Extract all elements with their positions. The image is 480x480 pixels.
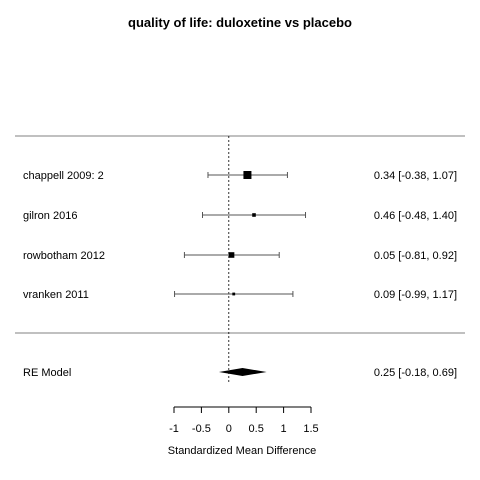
tick-label: 0.5 — [249, 423, 264, 435]
tick-label: 1.5 — [303, 423, 318, 435]
summary-row: RE Model 0.25 [-0.18, 0.69] — [23, 367, 457, 379]
study-row: gilron 2016 0.46 [-0.48, 1.40] — [23, 210, 457, 222]
x-axis: -1 -0.5 0 0.5 1 1.5 — [169, 406, 319, 435]
chart-title: quality of life: duloxetine vs placebo — [128, 15, 352, 30]
ci-text: 0.34 [-0.38, 1.07] — [374, 170, 457, 182]
study-label: chappell 2009: 2 — [23, 170, 104, 182]
study-label: gilron 2016 — [23, 210, 77, 222]
study-row: chappell 2009: 2 0.34 [-0.38, 1.07] — [23, 170, 457, 182]
summary-diamond — [218, 368, 267, 376]
tick-label: 0 — [226, 423, 232, 435]
tick-label: -0.5 — [192, 423, 211, 435]
summary-ci-text: 0.25 [-0.18, 0.69] — [374, 367, 457, 379]
point-estimate — [243, 171, 252, 179]
ci-text: 0.05 [-0.81, 0.92] — [374, 250, 457, 262]
point-estimate — [252, 213, 256, 217]
study-rows: chappell 2009: 2 0.34 [-0.38, 1.07] gilron… — [23, 170, 457, 301]
study-row: vranken 2011 0.09 [-0.99, 1.17] — [23, 289, 457, 301]
x-axis-label: Standardized Mean Difference — [168, 445, 316, 457]
study-row: rowbotham 2012 0.05 [-0.81, 0.92] — [23, 250, 457, 262]
point-estimate — [232, 292, 236, 296]
summary-label: RE Model — [23, 367, 71, 379]
study-label: rowbotham 2012 — [23, 250, 105, 262]
tick-label: 1 — [281, 423, 287, 435]
ci-text: 0.46 [-0.48, 1.40] — [374, 210, 457, 222]
ci-text: 0.09 [-0.99, 1.17] — [374, 289, 457, 301]
study-label: vranken 2011 — [23, 289, 89, 301]
tick-label: -1 — [169, 423, 179, 435]
point-estimate — [228, 252, 235, 258]
